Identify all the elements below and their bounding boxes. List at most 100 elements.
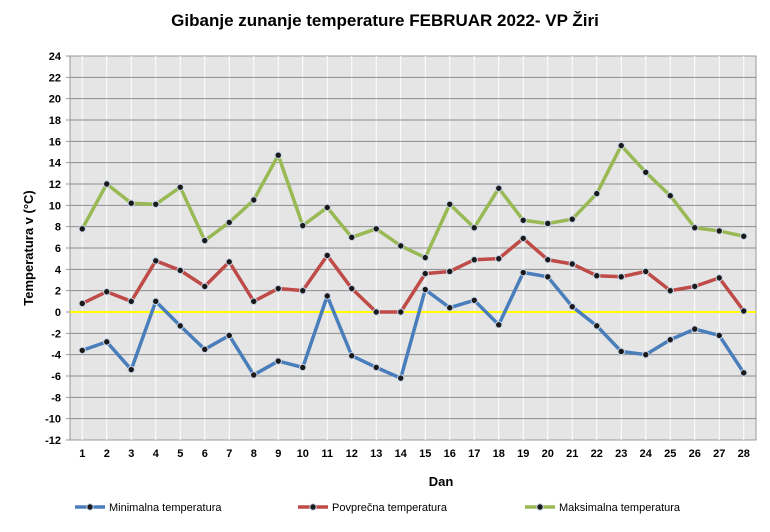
data-point	[103, 180, 111, 188]
data-point	[397, 308, 405, 316]
x-tick-label: 20	[542, 448, 554, 460]
data-point	[201, 282, 209, 291]
series-line	[81, 236, 746, 314]
y-tick-label: -4	[51, 350, 62, 362]
y-tick-label: -6	[51, 371, 61, 383]
legend-item: Minimalna temperatura	[75, 502, 222, 514]
x-tick-label: 3	[128, 448, 134, 460]
data-point	[544, 273, 552, 281]
legend-swatch-marker	[86, 503, 94, 511]
data-point	[544, 256, 552, 264]
series-2	[78, 234, 748, 316]
data-point	[715, 331, 723, 340]
data-point	[642, 168, 650, 176]
y-tick-label: 10	[49, 200, 61, 212]
data-point	[617, 141, 625, 150]
data-point	[593, 189, 601, 198]
y-tick-label: 12	[49, 179, 61, 191]
data-point	[323, 292, 331, 300]
data-point	[421, 285, 429, 294]
data-point	[78, 225, 86, 233]
x-tick-label: 17	[468, 448, 480, 460]
data-point	[470, 224, 478, 232]
data-point	[323, 203, 331, 212]
series-line	[80, 143, 745, 260]
data-point	[495, 184, 503, 192]
data-point	[250, 297, 258, 306]
data-point	[397, 242, 405, 250]
data-point	[495, 254, 503, 263]
data-point	[250, 196, 258, 204]
data-point	[103, 288, 111, 296]
data-point	[299, 363, 307, 372]
x-tick-label: 4	[153, 448, 160, 460]
data-point	[568, 302, 576, 311]
x-tick-label: 27	[713, 448, 725, 460]
y-tick-label: 0	[55, 307, 61, 319]
data-point	[519, 268, 527, 277]
data-point	[176, 266, 184, 275]
x-tick-label: 2	[104, 448, 110, 460]
y-tick-label: 4	[55, 264, 62, 276]
y-tick-label: 20	[49, 94, 61, 106]
x-tick-label: 19	[517, 448, 529, 460]
y-tick-label: 24	[49, 51, 62, 63]
x-tick-label: 16	[444, 448, 456, 460]
series-3	[78, 141, 748, 262]
data-point	[519, 234, 527, 243]
x-tick-label: 5	[177, 448, 183, 460]
x-axis-title: Dan	[429, 474, 454, 489]
data-point	[715, 227, 723, 235]
data-point	[372, 308, 380, 316]
data-point	[446, 267, 454, 276]
data-point	[568, 215, 576, 223]
x-tick-label: 6	[202, 448, 208, 460]
x-tick-label: 21	[566, 448, 578, 460]
y-axis-title: Temperatura v (°C)	[21, 190, 36, 305]
x-tick-label: 9	[275, 448, 281, 460]
data-point	[127, 297, 135, 306]
data-point	[274, 151, 282, 159]
data-point	[250, 371, 258, 379]
y-tick-label: 22	[49, 72, 61, 84]
y-tick-label: 16	[49, 136, 61, 148]
x-tick-label: 1	[79, 448, 85, 460]
legend-swatch-marker	[536, 503, 544, 511]
data-point	[617, 273, 625, 281]
data-point	[372, 363, 380, 372]
data-point	[348, 233, 356, 242]
x-tick-label: 7	[226, 448, 232, 460]
data-point	[127, 199, 135, 207]
series-line	[81, 270, 746, 380]
data-point	[421, 253, 429, 262]
y-tick-label: 8	[55, 222, 61, 234]
series-layer	[78, 141, 748, 382]
data-point	[740, 307, 748, 315]
data-point	[568, 260, 576, 268]
legend: Minimalna temperatura Povprečna temperatu…	[75, 502, 681, 514]
data-point	[274, 284, 282, 293]
data-point	[397, 374, 405, 382]
y-tick-label: 18	[49, 115, 61, 127]
data-point	[127, 365, 135, 374]
y-tick-label: -8	[51, 392, 61, 404]
data-point	[103, 338, 111, 346]
data-point	[691, 325, 699, 333]
data-point	[225, 331, 233, 340]
chart-title: Gibanje zunanje temperature FEBRUAR 2022…	[171, 11, 599, 30]
legend-label: Minimalna temperatura	[109, 502, 222, 514]
data-point	[201, 345, 209, 354]
data-point	[348, 284, 356, 293]
data-point	[152, 200, 160, 208]
x-tick-label: 12	[346, 448, 358, 460]
data-point	[691, 224, 699, 232]
x-tick-label: 10	[297, 448, 309, 460]
data-point	[666, 336, 674, 344]
data-point	[470, 296, 478, 304]
data-point	[78, 299, 86, 308]
y-tick-label: 2	[55, 286, 61, 298]
data-point	[519, 216, 527, 224]
x-tick-label: 18	[493, 448, 505, 460]
x-tick-label: 25	[664, 448, 676, 460]
